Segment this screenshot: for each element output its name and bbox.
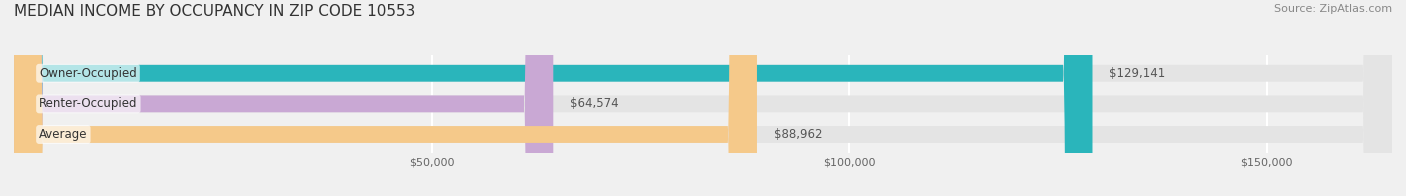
Text: $88,962: $88,962 bbox=[773, 128, 823, 141]
Text: $129,141: $129,141 bbox=[1109, 67, 1166, 80]
Text: MEDIAN INCOME BY OCCUPANCY IN ZIP CODE 10553: MEDIAN INCOME BY OCCUPANCY IN ZIP CODE 1… bbox=[14, 4, 415, 19]
Text: Owner-Occupied: Owner-Occupied bbox=[39, 67, 136, 80]
Text: $64,574: $64,574 bbox=[569, 97, 619, 110]
FancyBboxPatch shape bbox=[14, 0, 756, 196]
FancyBboxPatch shape bbox=[14, 0, 1092, 196]
FancyBboxPatch shape bbox=[14, 0, 554, 196]
Text: Average: Average bbox=[39, 128, 87, 141]
FancyBboxPatch shape bbox=[14, 0, 1392, 196]
FancyBboxPatch shape bbox=[14, 0, 1392, 196]
Text: Renter-Occupied: Renter-Occupied bbox=[39, 97, 138, 110]
Text: Source: ZipAtlas.com: Source: ZipAtlas.com bbox=[1274, 4, 1392, 14]
FancyBboxPatch shape bbox=[14, 0, 1392, 196]
